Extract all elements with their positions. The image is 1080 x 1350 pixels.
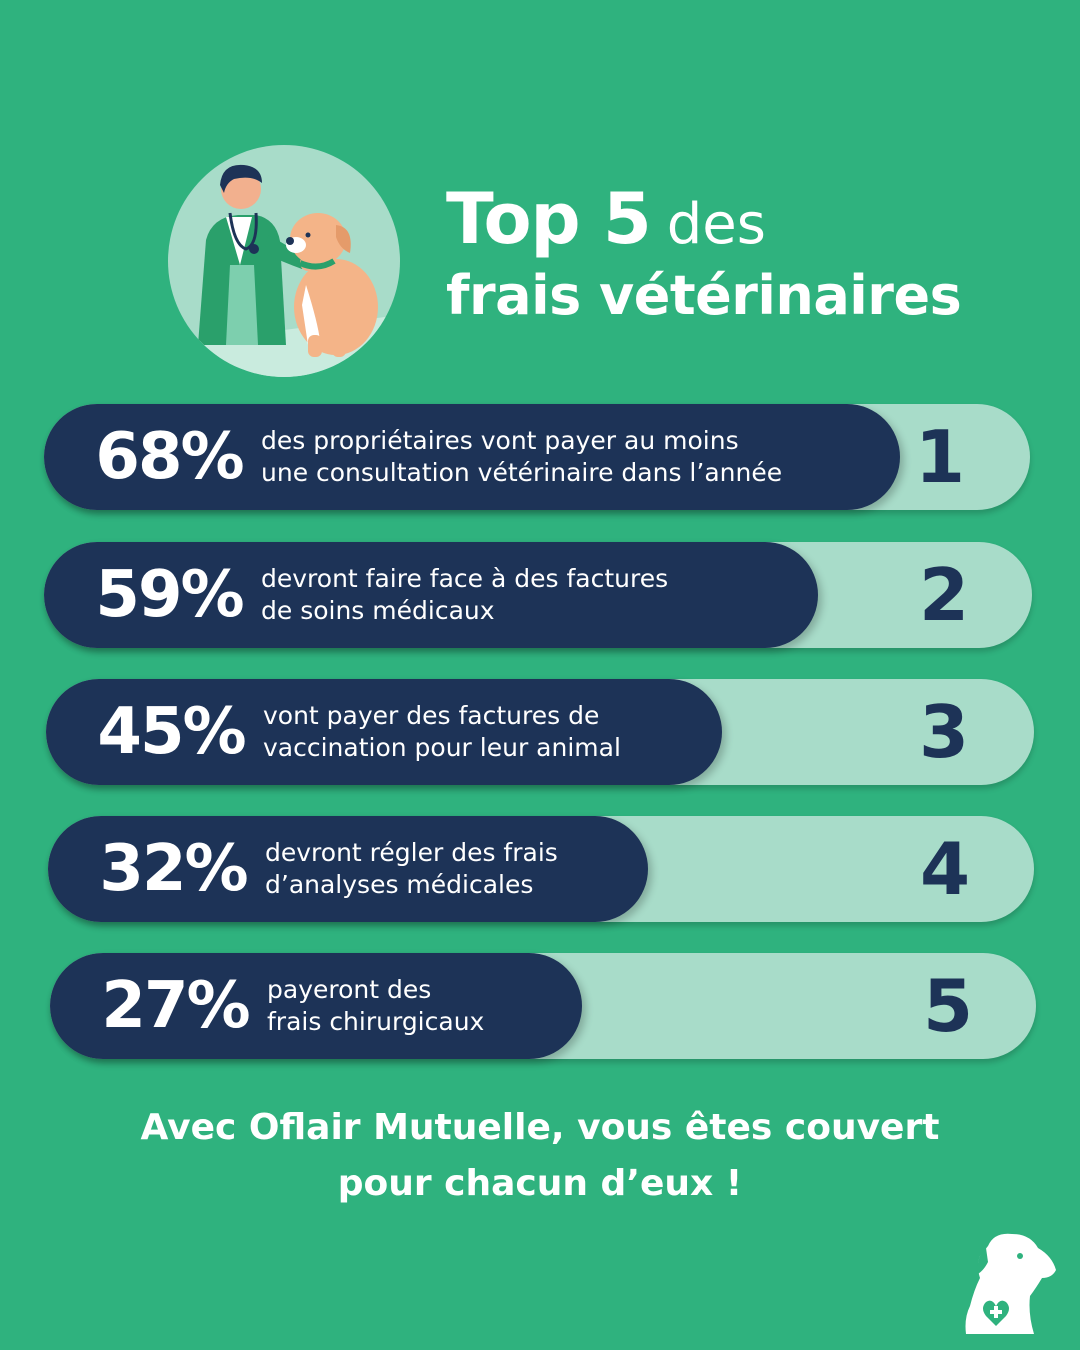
bar-description-line: de soins médicaux	[261, 596, 495, 625]
bar-track-3: 45% vont payer des factures de vaccination…	[46, 679, 1034, 785]
bar-description-line: payeront des	[267, 975, 432, 1004]
footer-message: Avec Oflair Mutuelle, vous êtes couvert …	[0, 1100, 1080, 1212]
title-top5: Top 5	[446, 178, 652, 260]
title-des: des	[666, 192, 766, 257]
bar-description-3: vont payer des factures de vaccination po…	[263, 679, 621, 785]
bar-description-line: d’analyses médicales	[265, 870, 534, 899]
bar-5: 27% payeront des frais chirurgicaux	[50, 953, 582, 1059]
bar-value-label-4: 32%	[99, 832, 248, 906]
bar-value-label-5: 27%	[101, 969, 250, 1043]
title-subtitle: frais vétérinaires	[446, 264, 962, 327]
bar-description-5: payeront des frais chirurgicaux	[267, 953, 484, 1059]
bar-3: 45% vont payer des factures de vaccination…	[46, 679, 722, 785]
bar-description-2: devront faire face à des factures de soin…	[261, 542, 668, 648]
rank-number-5: 5	[922, 964, 974, 1048]
bar-description-line: devront faire face à des factures	[261, 564, 669, 593]
bar-track-5: 27% payeront des frais chirurgicaux 5	[50, 953, 1036, 1059]
dog-heart-logo-icon	[958, 1226, 1062, 1338]
bar-2: 59% devront faire face à des factures de s…	[44, 542, 818, 648]
bar-4: 32% devront régler des frais d’analyses mé…	[48, 816, 648, 922]
bar-description-line: devront régler des frais	[265, 838, 558, 867]
bar-value-label-3: 45%	[97, 695, 246, 769]
bar-track-2: 59% devront faire face à des factures de s…	[44, 542, 1032, 648]
bar-description-line: frais chirurgicaux	[267, 1007, 485, 1036]
footer-line-2: pour chacun d’eux !	[337, 1163, 743, 1204]
bar-description-1: des propriétaires vont payer au moins une…	[261, 404, 782, 510]
rank-number-3: 3	[918, 690, 970, 774]
rank-number-4: 4	[919, 827, 971, 911]
rank-number-2: 2	[918, 553, 970, 637]
bar-track-4: 32% devront régler des frais d’analyses mé…	[48, 816, 1034, 922]
bar-value-label-2: 59%	[95, 558, 244, 632]
veterinarian-with-dog-illustration	[168, 145, 400, 377]
bar-1: 68% des propriétaires vont payer au moins…	[44, 404, 900, 510]
bar-description-line: vaccination pour leur animal	[263, 733, 621, 762]
bar-track-1: 68% des propriétaires vont payer au moins…	[44, 404, 1030, 510]
bar-description-line: des propriétaires vont payer au moins	[261, 426, 739, 455]
footer-line-1: Avec Oflair Mutuelle, vous êtes couvert	[140, 1107, 940, 1148]
rank-number-1: 1	[914, 415, 966, 499]
page-title: Top 5 des frais vétérinaires	[446, 178, 962, 327]
bar-description-line: une consultation vétérinaire dans l’anné…	[261, 458, 783, 487]
bar-description-4: devront régler des frais d’analyses médic…	[265, 816, 558, 922]
bar-description-line: vont payer des factures de	[263, 701, 600, 730]
bar-value-label-1: 68%	[95, 420, 244, 494]
